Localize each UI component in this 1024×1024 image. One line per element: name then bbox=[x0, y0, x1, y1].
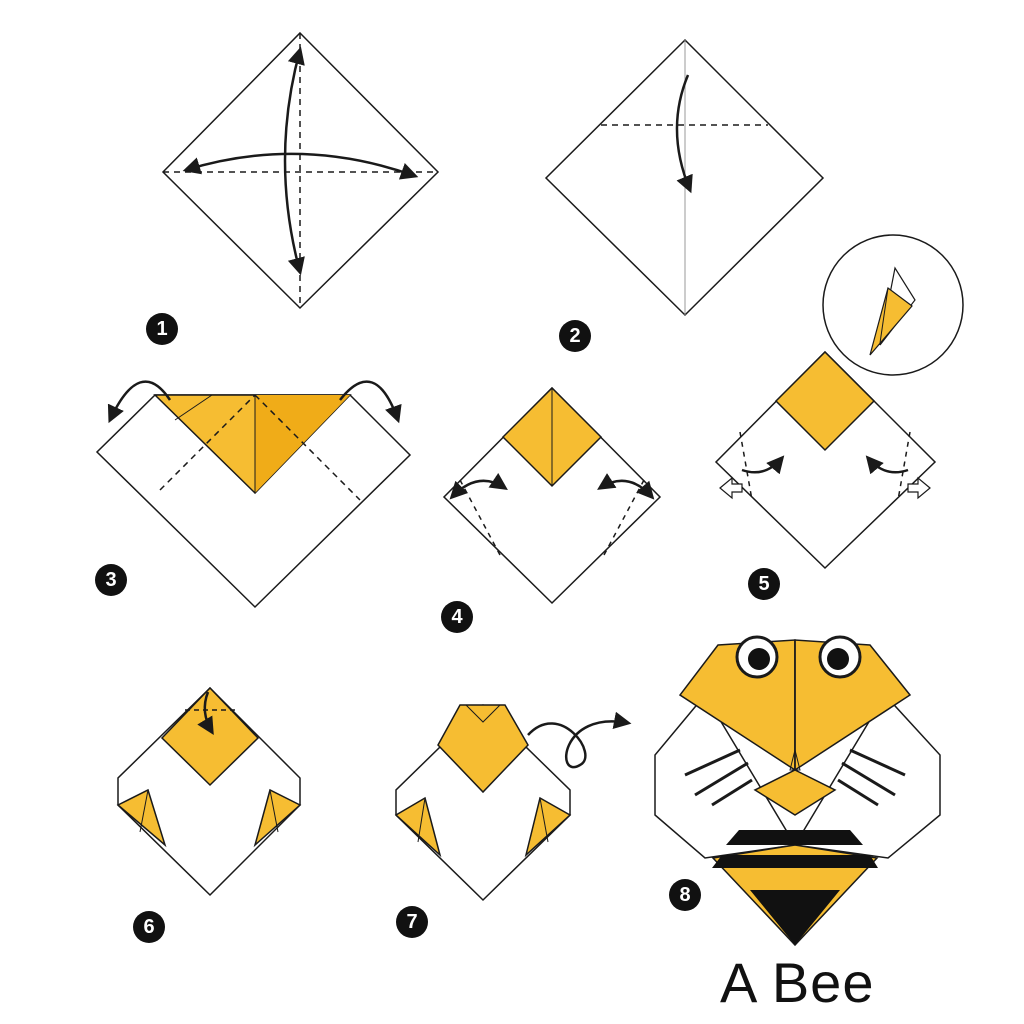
step-number-1: 1 bbox=[146, 313, 178, 345]
step-number-8: 8 bbox=[669, 879, 701, 911]
step-4-diagram bbox=[442, 386, 662, 605]
step-number-2: 2 bbox=[559, 320, 591, 352]
step-6-diagram bbox=[116, 686, 302, 897]
step-number-5: 5 bbox=[748, 568, 780, 600]
step-number-7: 7 bbox=[396, 906, 428, 938]
step-2-diagram bbox=[544, 38, 825, 317]
step-3-diagram bbox=[95, 380, 412, 609]
step-number-3: 3 bbox=[95, 564, 127, 596]
step-5-diagram bbox=[714, 234, 964, 570]
step-1-diagram bbox=[161, 31, 440, 310]
bee-title: A Bee bbox=[720, 951, 875, 1014]
step-number-4: 4 bbox=[441, 601, 473, 633]
step-7-diagram bbox=[394, 703, 632, 902]
step-number-6: 6 bbox=[133, 911, 165, 943]
bee-diagram bbox=[654, 635, 941, 947]
